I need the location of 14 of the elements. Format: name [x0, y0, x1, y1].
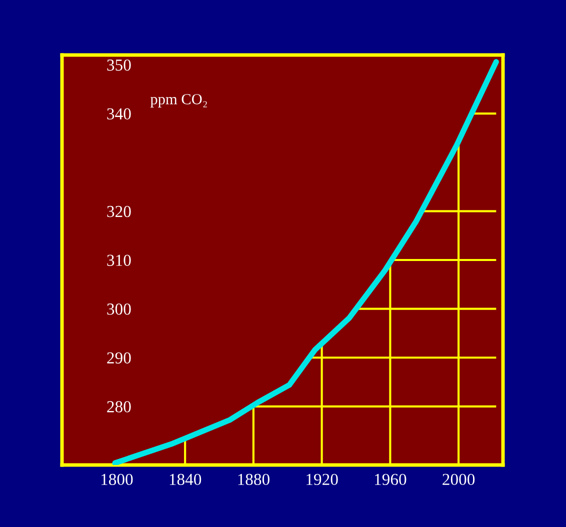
y-tick-label: 290 — [107, 352, 131, 364]
x-tick-label: 1800 — [101, 474, 133, 486]
y-tick-label: 340 — [107, 108, 131, 120]
y-tick-label: 280 — [107, 401, 131, 412]
x-tick-label: 1880 — [238, 474, 270, 486]
y-tick-label: 310 — [107, 254, 131, 266]
y-tick-label: 320 — [107, 206, 131, 218]
y-tick-label: 350 — [107, 59, 131, 71]
x-tick-label: 2000 — [442, 474, 475, 486]
x-tick-label: 1960 — [374, 474, 406, 486]
y-axis-title: ppm CO₂ — [150, 94, 207, 108]
x-tick-label: 1840 — [170, 474, 202, 486]
x-tick-label: 1920 — [306, 474, 338, 486]
y-tick-label: 300 — [107, 304, 131, 315]
